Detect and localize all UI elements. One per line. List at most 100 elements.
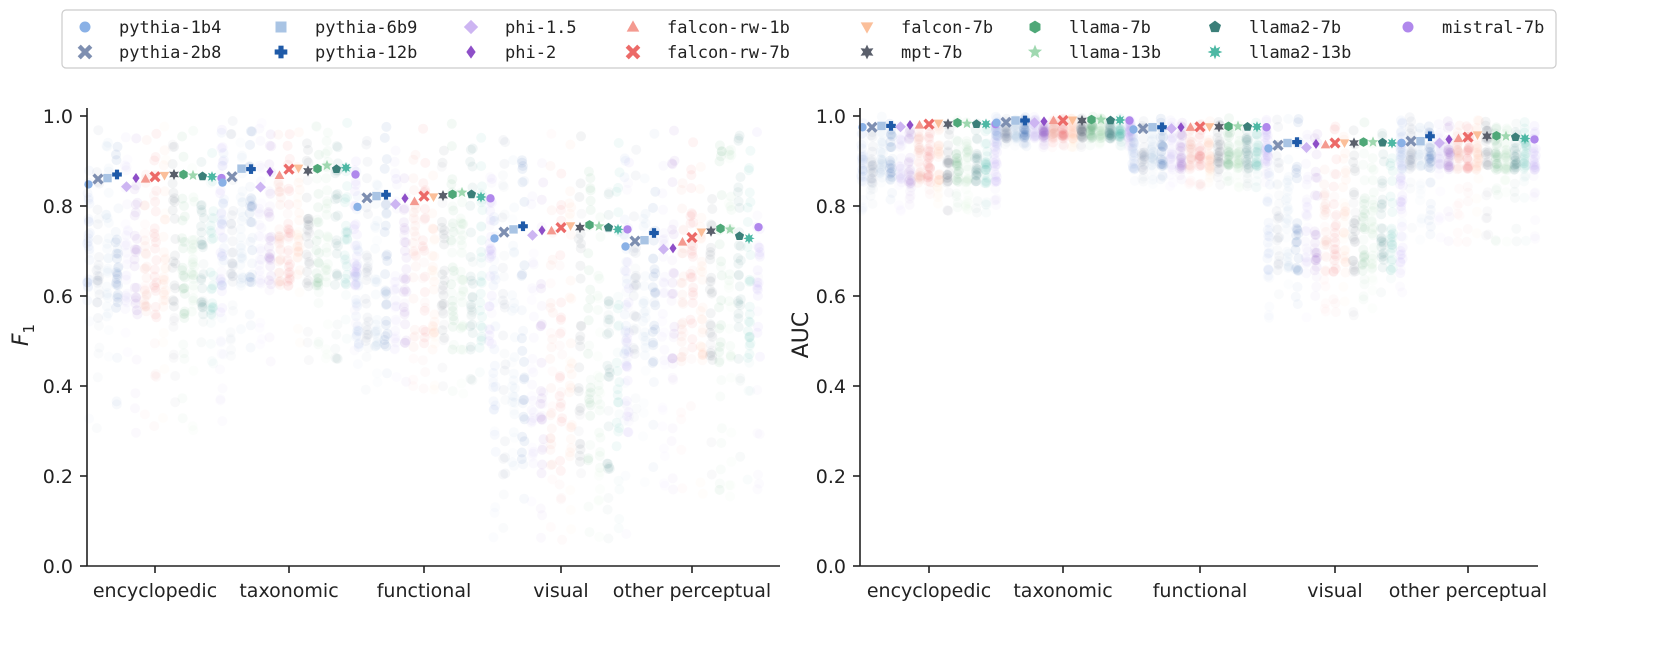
- bg-point: [1224, 147, 1235, 157]
- bg-point: [1241, 133, 1252, 144]
- bg-point: [141, 249, 152, 260]
- bg-point: [1212, 139, 1223, 150]
- bg-point: [614, 423, 625, 434]
- bg-point: [167, 159, 178, 169]
- bg-point: [733, 135, 744, 146]
- bg-point: [742, 352, 753, 363]
- bg-point: [320, 265, 331, 276]
- bg-point: [467, 182, 478, 193]
- bg-point: [1260, 158, 1271, 169]
- bg-point: [1076, 129, 1087, 140]
- bg-point: [1243, 159, 1254, 170]
- bg-point: [575, 273, 586, 284]
- bg-point: [170, 234, 181, 244]
- bg-point: [537, 301, 547, 311]
- bg-point: [1097, 122, 1108, 133]
- bg-point: [1501, 187, 1511, 197]
- mean-point-pythia-12b-visual: [518, 221, 528, 232]
- bg-point: [942, 170, 953, 180]
- bg-point: [1123, 132, 1134, 143]
- bg-point: [1260, 155, 1271, 166]
- bg-point: [1176, 129, 1187, 139]
- bg-point: [1186, 147, 1197, 158]
- bg-point: [158, 287, 169, 298]
- bg-point: [657, 235, 668, 246]
- bg-point: [1021, 141, 1031, 151]
- bg-point: [408, 207, 419, 218]
- bg-point: [545, 444, 556, 455]
- bg-point: [455, 266, 466, 277]
- bg-point: [583, 453, 594, 464]
- mean-point-pythia-6b9-visual: [509, 225, 518, 234]
- bg-point: [1442, 122, 1453, 133]
- bg-point: [1233, 162, 1244, 173]
- bg-point: [330, 344, 340, 354]
- mean-point-pythia-1b4-other-perceptual: [621, 242, 630, 251]
- bg-point: [1511, 119, 1521, 129]
- bg-point: [1038, 131, 1049, 141]
- bg-point: [353, 326, 364, 337]
- bg-point: [658, 204, 668, 215]
- bg-point: [246, 217, 257, 228]
- bg-point: [313, 202, 324, 213]
- bg-point: [725, 341, 736, 351]
- bg-point: [1114, 130, 1125, 141]
- bg-point: [509, 246, 520, 257]
- bg-point: [658, 402, 668, 412]
- bg-point: [1433, 153, 1444, 164]
- bg-point: [314, 258, 324, 269]
- bg-point: [1433, 153, 1443, 164]
- bg-point: [752, 280, 763, 291]
- bg-point: [669, 219, 679, 229]
- mean-point-pythia-6b9-other-perceptual: [1416, 137, 1425, 146]
- bg-point: [971, 176, 982, 187]
- bg-point: [688, 290, 699, 301]
- bg-point: [686, 208, 697, 219]
- bg-point: [465, 341, 476, 352]
- bg-point: [1128, 146, 1138, 156]
- bg-point: [352, 240, 363, 251]
- bg-point: [488, 264, 499, 275]
- bg-point: [1262, 156, 1273, 167]
- bg-point: [685, 314, 696, 325]
- bg-point: [942, 169, 953, 180]
- mean-point-llama-13b-other-perceptual: [724, 223, 736, 234]
- bg-point: [1049, 128, 1060, 139]
- bg-point: [264, 232, 275, 243]
- bg-point: [867, 161, 878, 172]
- bg-point: [1262, 134, 1273, 145]
- bg-point: [399, 203, 410, 214]
- bg-point: [428, 223, 439, 234]
- bg-point: [1377, 182, 1387, 192]
- bg-point: [1462, 237, 1472, 247]
- bg-point: [1077, 126, 1087, 137]
- bg-point: [735, 255, 746, 266]
- bg-point: [979, 170, 990, 181]
- bg-point: [429, 234, 440, 244]
- bg-point: [1166, 151, 1177, 162]
- bg-point: [1472, 228, 1482, 238]
- bg-point: [1348, 231, 1358, 242]
- bg-point: [676, 184, 687, 195]
- bg-point: [1252, 130, 1263, 140]
- bg-point: [1048, 123, 1059, 134]
- bg-point: [370, 220, 380, 231]
- bg-point: [361, 385, 371, 395]
- bg-point: [1310, 237, 1320, 248]
- bg-point: [866, 154, 877, 165]
- bg-point: [509, 409, 520, 420]
- bg-point: [1415, 122, 1426, 133]
- bg-point: [1155, 113, 1166, 124]
- bg-point: [1223, 157, 1234, 168]
- bg-point: [235, 243, 246, 253]
- bg-point: [1309, 247, 1320, 258]
- bg-point: [293, 233, 304, 243]
- bg-point: [565, 447, 575, 458]
- bg-point: [381, 208, 392, 219]
- bg-point: [130, 207, 141, 218]
- bg-point: [372, 314, 383, 325]
- bg-point: [1205, 154, 1216, 165]
- bg-point: [733, 253, 743, 263]
- bg-point: [380, 199, 391, 210]
